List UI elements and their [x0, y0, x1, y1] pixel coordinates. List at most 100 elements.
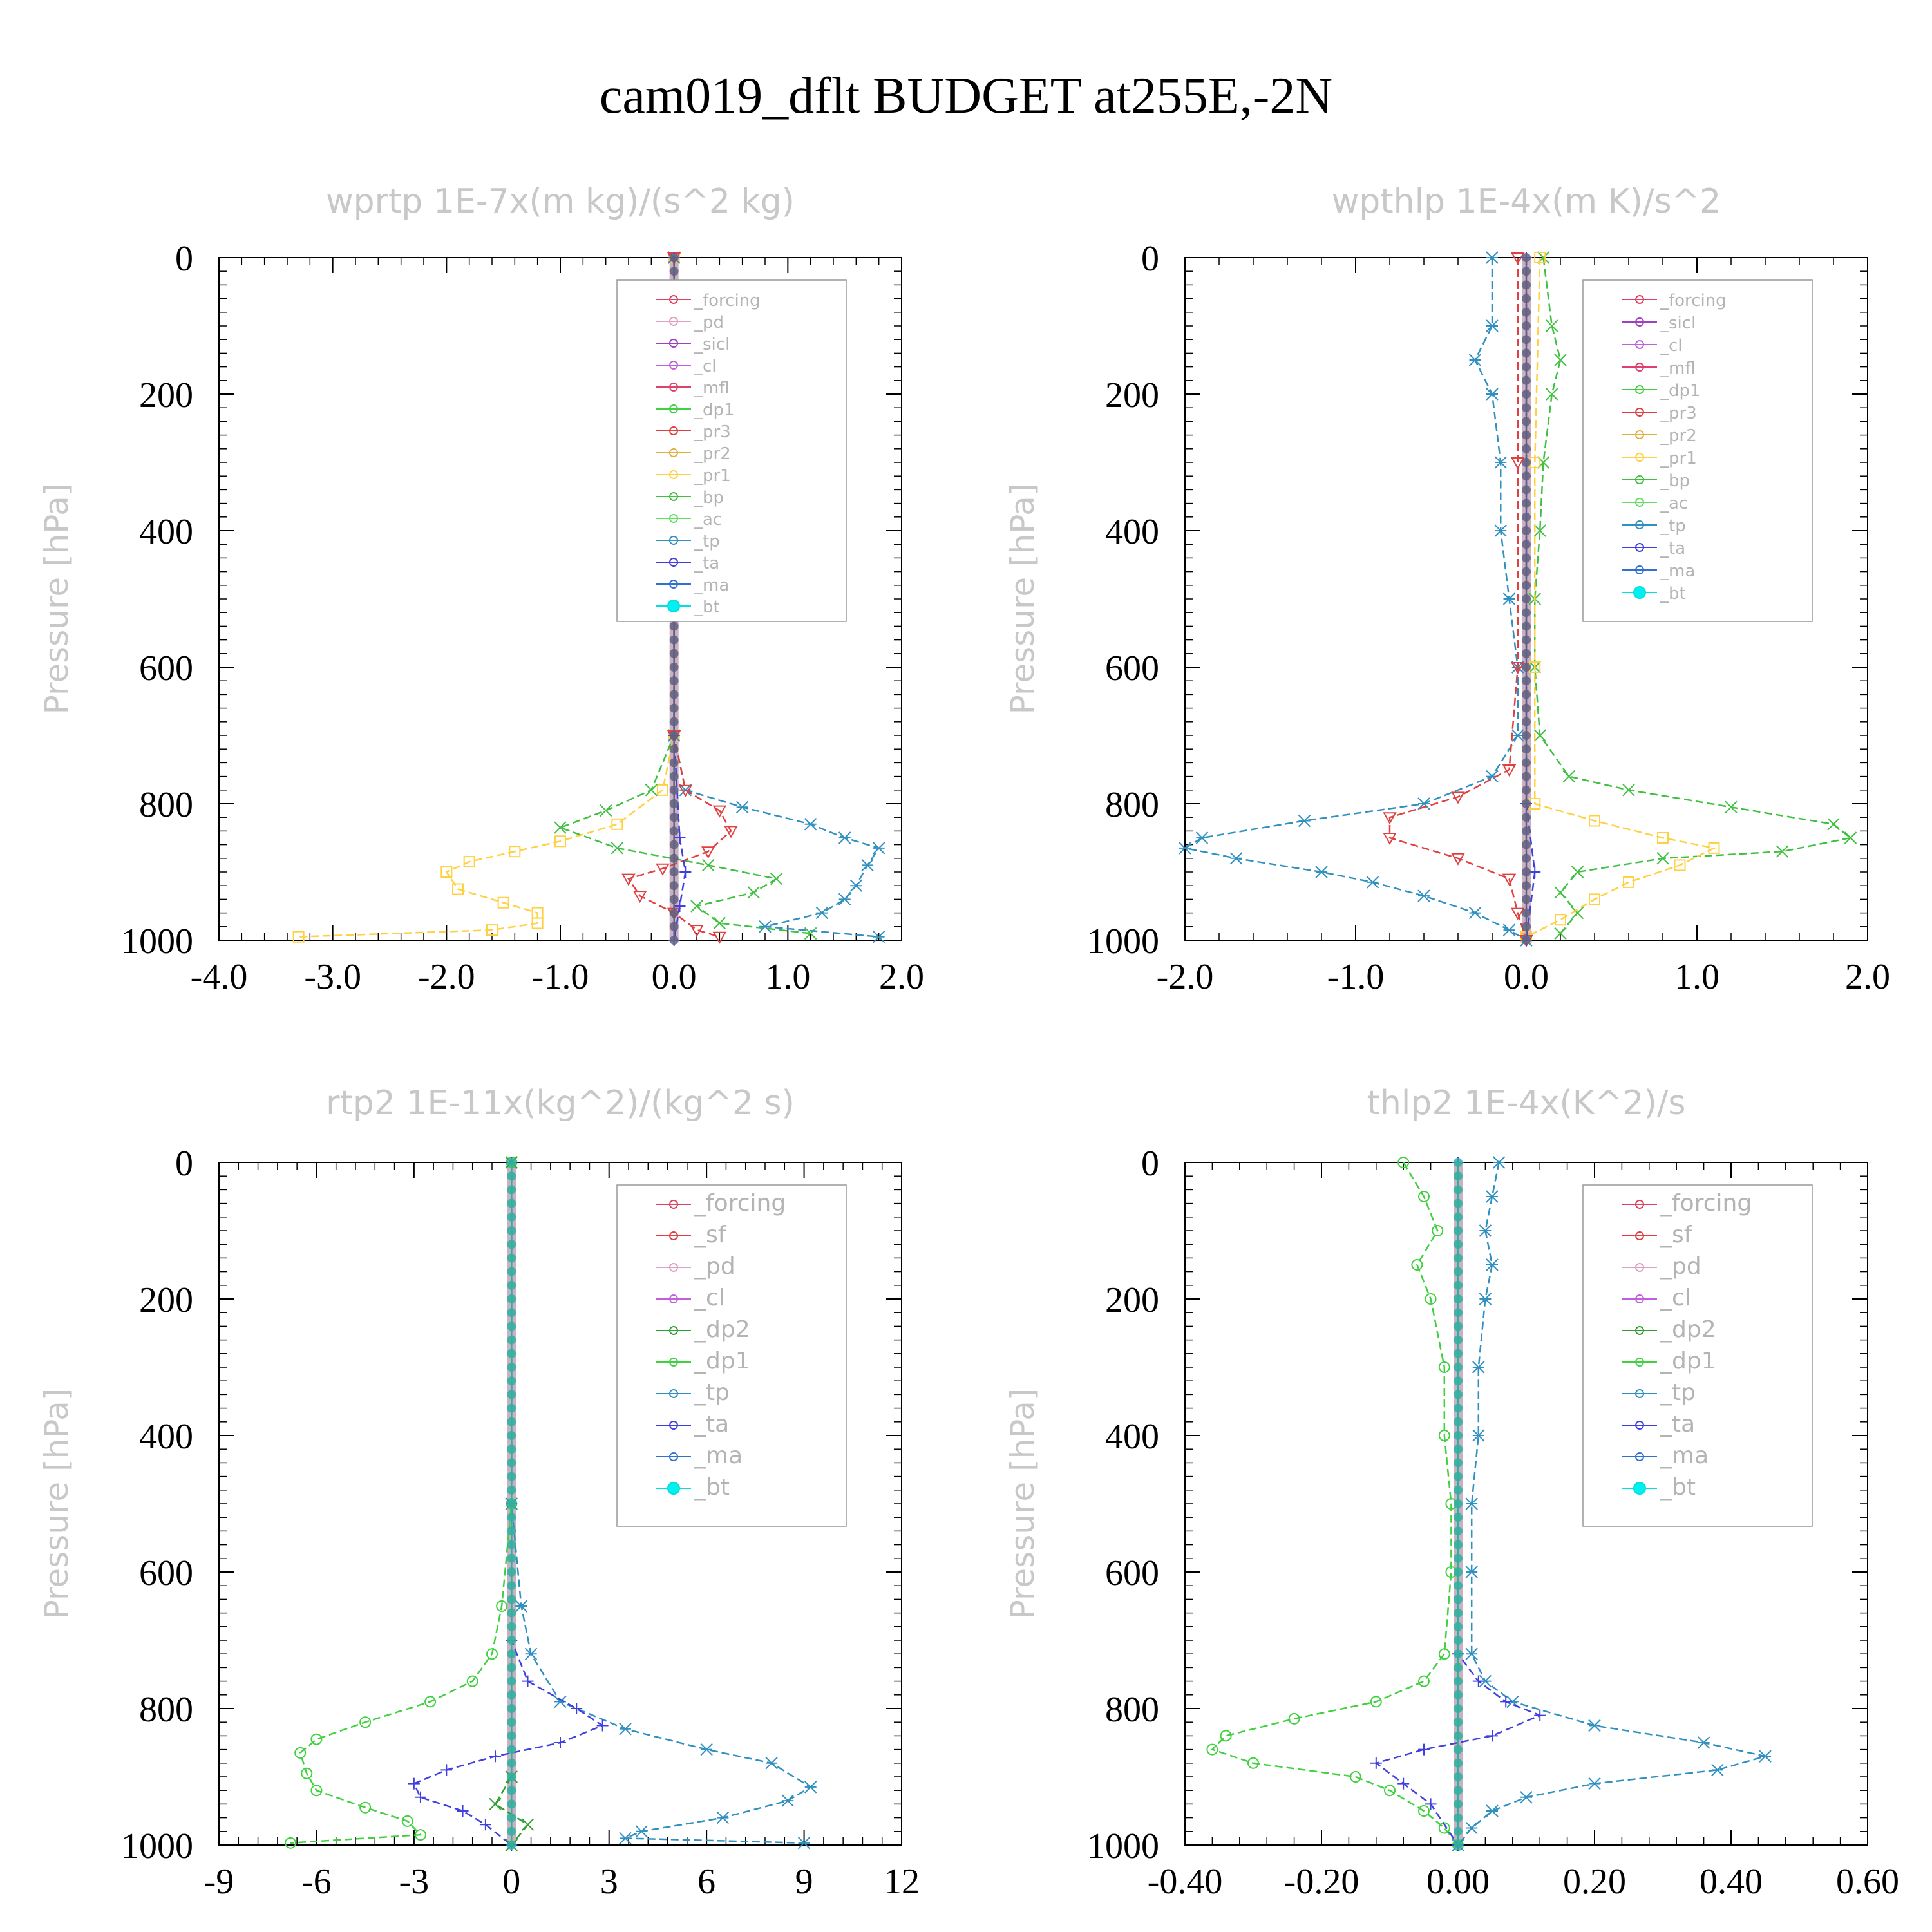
data-point — [1454, 1772, 1463, 1781]
data-point — [507, 1513, 516, 1522]
data-point — [1522, 458, 1531, 467]
data-point — [669, 772, 679, 781]
data-point — [1479, 1224, 1492, 1237]
data-point — [486, 1648, 498, 1660]
x-tick-label: 6 — [697, 1862, 715, 1902]
data-point — [700, 1743, 713, 1756]
legend-marker — [1633, 586, 1646, 599]
data-point — [507, 1718, 516, 1727]
data-point — [507, 1280, 516, 1290]
data-point — [1468, 354, 1482, 366]
data-point — [507, 1226, 516, 1235]
legend-label: _ta — [1660, 1411, 1695, 1437]
data-point — [1522, 335, 1531, 345]
data-point — [1486, 251, 1499, 264]
data-point — [1674, 859, 1686, 871]
data-point — [1494, 456, 1507, 469]
data-point — [401, 1815, 413, 1827]
data-point — [1468, 906, 1482, 920]
data-point — [1465, 1497, 1478, 1510]
data-point — [440, 1764, 453, 1776]
legend-marker — [1635, 340, 1644, 349]
legend-marker — [669, 1358, 678, 1367]
data-point — [507, 1704, 516, 1713]
data-point — [716, 1811, 730, 1824]
data-point — [1522, 567, 1531, 576]
data-point — [1418, 1675, 1430, 1687]
data-point — [1511, 662, 1525, 675]
legend-marker — [1635, 565, 1644, 574]
data-point — [507, 1198, 516, 1208]
data-point — [1438, 1361, 1450, 1373]
legend-label: _pr2 — [694, 444, 731, 464]
x-tick-label: -0.20 — [1284, 1862, 1359, 1902]
data-point — [1522, 608, 1531, 618]
legend-marker — [669, 448, 678, 457]
data-point — [1827, 818, 1840, 831]
data-point — [1522, 731, 1531, 740]
legend-label: _ta — [1660, 539, 1685, 558]
data-point — [1454, 1799, 1463, 1809]
legend-label: _dp1 — [694, 1348, 750, 1374]
x-tick-label: -2.0 — [1157, 957, 1214, 997]
data-point — [804, 1781, 817, 1794]
data-point — [1623, 876, 1634, 888]
data-point — [645, 784, 658, 797]
data-point — [1370, 1757, 1382, 1769]
legend-label: _pd — [694, 313, 724, 332]
data-point — [669, 717, 679, 726]
legend-label: _bt — [1660, 584, 1686, 603]
x-tick-label: 1.0 — [765, 957, 810, 997]
data-point — [1522, 540, 1531, 549]
data-point — [1494, 524, 1507, 537]
data-point — [1454, 1826, 1463, 1836]
data-point — [507, 1758, 516, 1768]
data-point — [1454, 1841, 1463, 1850]
data-point — [554, 835, 566, 848]
data-point — [1500, 1696, 1512, 1708]
data-point — [1438, 1430, 1450, 1441]
data-point — [507, 1294, 516, 1303]
data-point — [1776, 845, 1789, 858]
data-point — [712, 805, 727, 818]
data-point — [669, 813, 679, 822]
data-point — [1438, 1822, 1450, 1834]
data-point — [507, 1485, 516, 1495]
data-point — [507, 1540, 516, 1549]
legend-marker — [1635, 295, 1644, 304]
x-tick-label: -1.0 — [532, 957, 589, 997]
data-point — [507, 1841, 516, 1850]
legend-label: _bp — [694, 488, 724, 507]
data-point — [1571, 866, 1584, 878]
data-point — [669, 936, 679, 945]
data-point — [1454, 1676, 1463, 1686]
series-line — [1526, 257, 1717, 938]
data-point — [1432, 1225, 1444, 1236]
data-point — [507, 1786, 516, 1795]
data-point — [1522, 649, 1531, 658]
data-point — [1522, 895, 1531, 904]
data-point — [1454, 1403, 1463, 1413]
data-point — [1472, 1429, 1485, 1442]
legend-marker — [1635, 1200, 1644, 1209]
data-point — [507, 1349, 516, 1358]
data-point — [1522, 498, 1531, 508]
data-point — [414, 1829, 426, 1841]
data-point — [1502, 923, 1516, 936]
data-point — [669, 908, 679, 918]
series-line — [1534, 257, 1853, 934]
data-point — [1454, 1608, 1463, 1618]
data-point — [1425, 1293, 1437, 1305]
legend-label: _sf — [694, 1222, 727, 1248]
legend-label: _dp2 — [1660, 1316, 1716, 1343]
legend-marker — [669, 1294, 678, 1303]
panel-title: wprtp 1E-7x(m kg)/(s^2 kg) — [326, 182, 795, 221]
data-point — [1522, 444, 1531, 453]
y-axis-label: Pressure [hPa] — [1004, 1388, 1041, 1620]
legend-box — [1582, 1184, 1813, 1527]
legend-label: _ta — [694, 1411, 729, 1437]
data-point — [489, 1750, 502, 1763]
y-axis-label: Pressure [hPa] — [1004, 484, 1041, 715]
data-point — [310, 1785, 323, 1797]
legend-marker — [1635, 430, 1644, 439]
